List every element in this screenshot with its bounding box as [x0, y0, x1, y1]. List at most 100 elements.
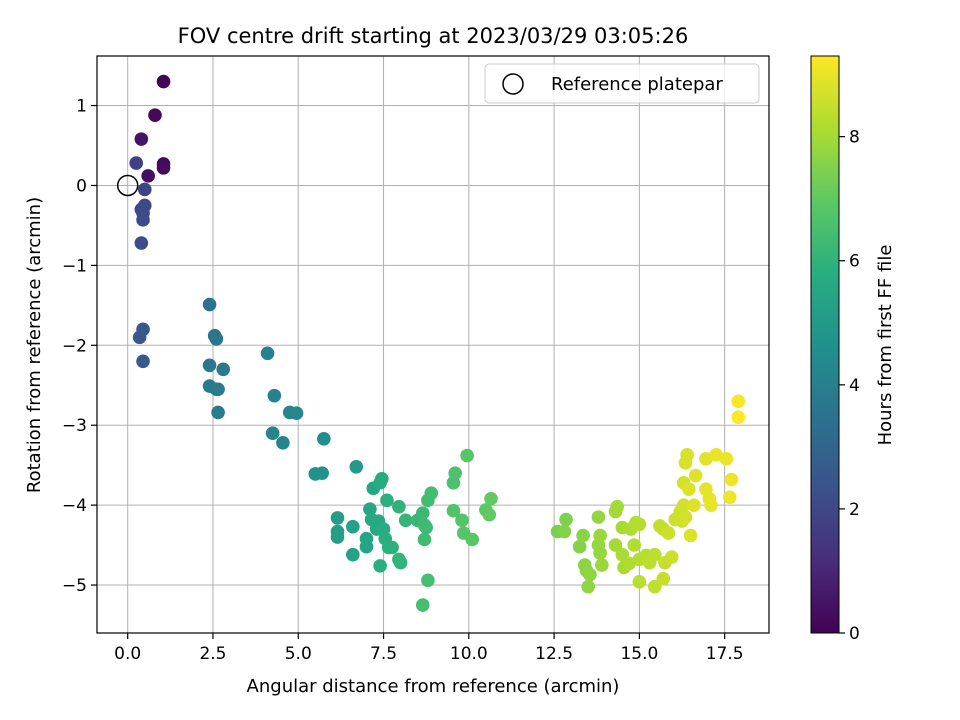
data-point	[363, 502, 377, 516]
data-point	[136, 322, 150, 337]
data-point	[678, 455, 693, 470]
data-point	[647, 547, 662, 562]
data-point	[373, 559, 387, 573]
data-point	[148, 108, 162, 122]
data-point	[731, 394, 746, 409]
data-point	[682, 482, 696, 496]
colorbar-tick-label: 2	[849, 500, 860, 520]
data-point	[688, 468, 703, 483]
x-axis-label: Angular distance from reference (arcmin)	[247, 676, 620, 697]
legend: Reference platepar	[484, 63, 760, 104]
data-point	[484, 491, 498, 506]
x-tick-label: 7.5	[370, 644, 397, 664]
colorbar-gradient	[810, 55, 840, 634]
data-point	[211, 382, 225, 397]
data-point	[581, 579, 596, 594]
data-point	[591, 510, 606, 524]
chart-title: FOV centre drift starting at 2023/03/29 …	[178, 24, 689, 48]
data-point	[419, 520, 433, 535]
data-point	[265, 426, 280, 441]
x-tick-label: 15.0	[620, 644, 658, 664]
data-point	[683, 528, 698, 543]
data-point	[317, 432, 331, 446]
data-point	[202, 297, 217, 312]
y-axis-ticks: −5 −4 −3 −2 −1 0 1	[62, 97, 97, 596]
data-point	[610, 499, 625, 514]
data-point	[211, 405, 225, 420]
legend-box	[484, 63, 760, 104]
data-point	[373, 475, 387, 490]
colorbar-tick-label: 0	[849, 624, 860, 644]
data-point	[359, 539, 374, 554]
grid-lines	[97, 56, 769, 633]
x-tick-label: 2.5	[199, 644, 226, 664]
data-points	[129, 74, 746, 612]
y-tick-label: −3	[62, 416, 87, 436]
data-point	[608, 538, 623, 552]
legend-entry-label: Reference platepar	[551, 74, 723, 95]
data-point	[209, 332, 224, 346]
data-point	[202, 358, 217, 373]
data-point	[722, 490, 737, 504]
data-point	[724, 472, 739, 487]
data-point	[704, 498, 718, 512]
data-point	[421, 573, 435, 588]
data-point	[595, 558, 609, 572]
data-point	[289, 406, 304, 421]
data-point	[346, 519, 360, 534]
data-point	[424, 486, 439, 500]
data-point	[593, 528, 607, 543]
data-point	[719, 451, 734, 466]
data-point	[731, 410, 746, 425]
data-point	[136, 213, 150, 227]
colorbar-tick-label: 4	[849, 376, 860, 396]
data-point	[455, 513, 469, 528]
data-point	[134, 236, 149, 250]
data-point	[482, 507, 497, 522]
data-point	[398, 513, 413, 528]
data-point	[393, 555, 408, 570]
data-point	[557, 524, 572, 539]
data-point	[583, 567, 597, 582]
data-point	[699, 451, 713, 466]
data-point	[647, 579, 662, 594]
y-tick-label: 1	[76, 97, 87, 117]
data-point	[576, 528, 590, 543]
data-point	[627, 538, 642, 552]
colorbar-tick-label: 8	[849, 128, 860, 148]
x-tick-label: 12.5	[535, 644, 573, 664]
data-point	[385, 540, 399, 555]
colorbar: 0 2 4 6 8 Hours from first FF file	[810, 55, 896, 644]
data-point	[446, 503, 461, 518]
data-point	[380, 493, 394, 508]
data-point	[661, 526, 676, 540]
data-point	[276, 435, 290, 450]
data-point	[315, 466, 329, 480]
data-point	[134, 132, 149, 146]
x-tick-label: 5.0	[285, 644, 312, 664]
data-point	[709, 447, 723, 462]
data-point	[664, 550, 679, 564]
data-point	[141, 169, 155, 183]
data-point	[415, 598, 430, 612]
data-point	[572, 539, 587, 554]
data-point	[349, 459, 364, 474]
data-point	[448, 466, 462, 480]
data-point	[460, 448, 474, 463]
legend-marker-icon	[502, 73, 524, 95]
data-point	[559, 512, 573, 527]
reference-platepar-marker	[116, 174, 139, 197]
colorbar-tick-label: 6	[849, 252, 860, 272]
x-tick-label: 10.0	[450, 644, 488, 664]
data-point	[593, 546, 607, 560]
data-point	[632, 517, 647, 532]
y-tick-label: −1	[62, 256, 87, 276]
plot-frame	[96, 55, 770, 634]
data-point	[676, 498, 691, 512]
data-point	[156, 161, 171, 175]
data-point	[417, 532, 432, 547]
data-point	[622, 556, 636, 571]
data-point	[216, 362, 231, 377]
data-point	[137, 182, 152, 197]
